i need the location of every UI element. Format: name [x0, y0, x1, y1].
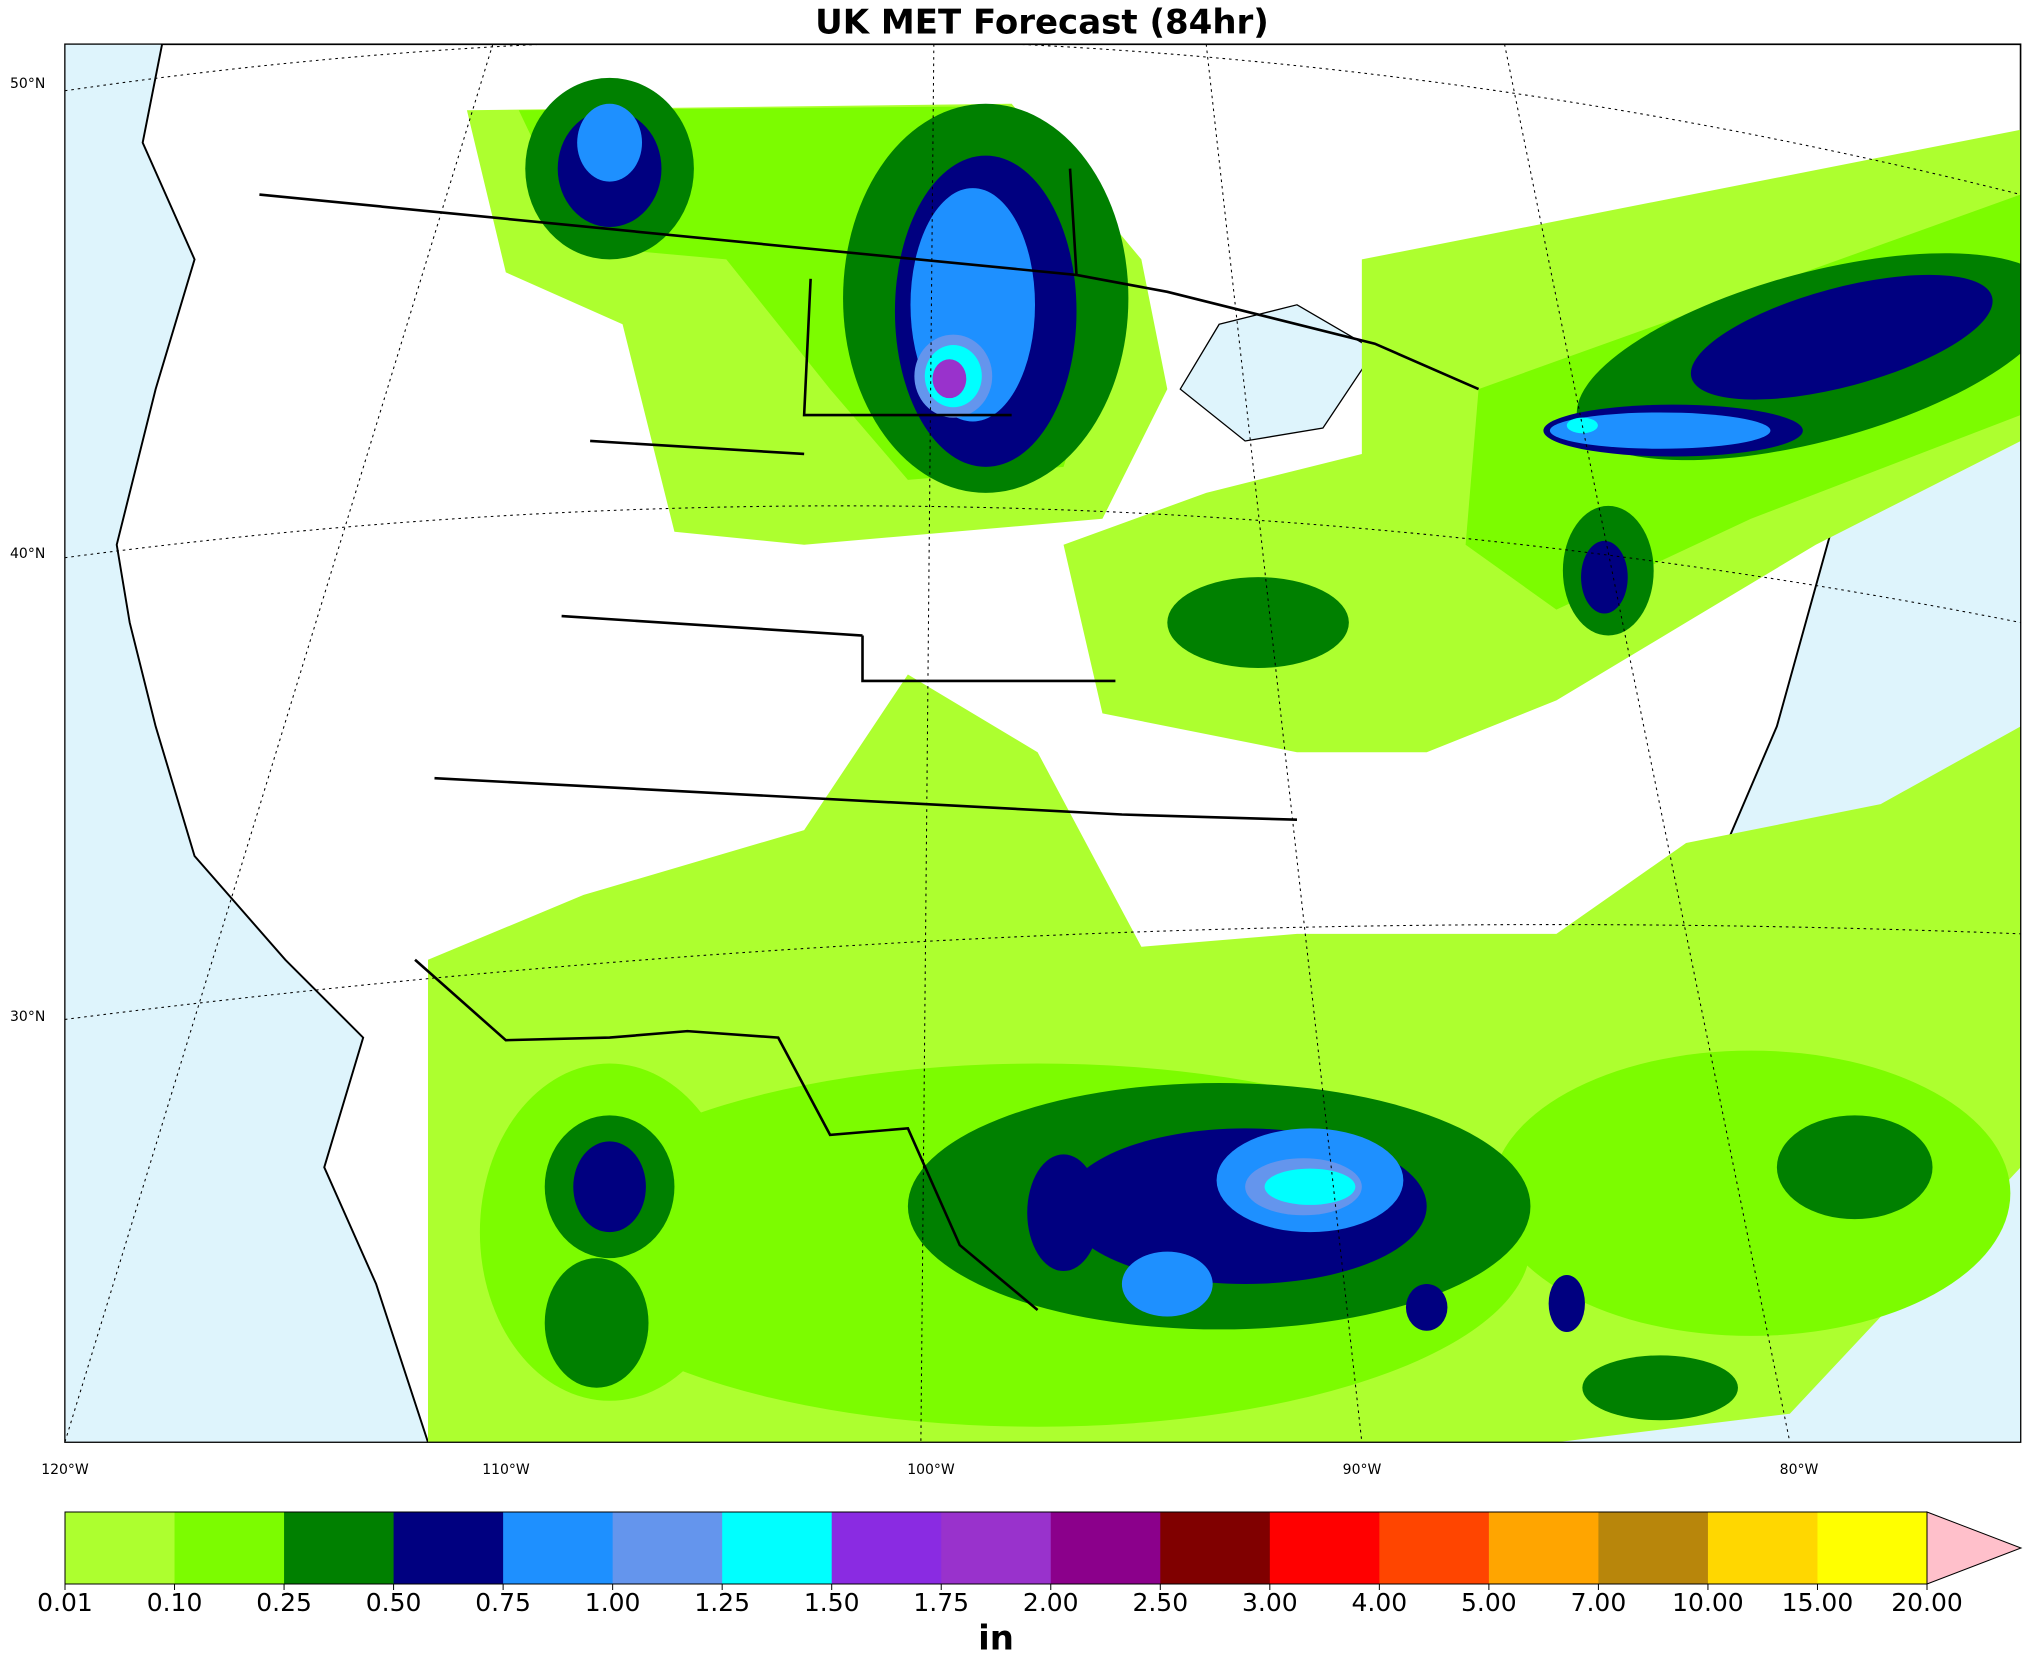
colorbar-segment — [65, 1512, 176, 1584]
graticule-labels: 50°N 40°N 30°N 120°W 110°W 100°W 90°W 80°W — [10, 76, 1818, 1478]
precip-region — [932, 359, 967, 399]
precip-region — [1121, 1251, 1213, 1317]
colorbar-segment — [174, 1512, 285, 1584]
colorbar-tick-label: 1.00 — [585, 1588, 641, 1617]
colorbar-segment — [503, 1512, 614, 1584]
precip-region — [1581, 540, 1628, 614]
colorbar-segment — [612, 1512, 723, 1584]
colorbar-segment — [284, 1512, 395, 1584]
colorbar-tick-label: 7.00 — [1571, 1588, 1627, 1617]
colorbar-segment — [1598, 1512, 1709, 1584]
colorbar-segment — [1160, 1512, 1271, 1584]
colorbar-segment — [1488, 1512, 1599, 1584]
colorbar-segment — [831, 1512, 942, 1584]
lat-label: 30°N — [10, 1009, 45, 1025]
lon-label: 110°W — [482, 1462, 530, 1478]
precip-region — [1549, 412, 1771, 449]
colorbar-tick-label: 2.50 — [1132, 1588, 1188, 1617]
colorbar-tick-label: 1.50 — [804, 1588, 860, 1617]
precip-region — [1582, 1355, 1738, 1421]
lon-label: 90°W — [1343, 1462, 1382, 1478]
lon-label: 80°W — [1780, 1462, 1819, 1478]
colorbar-tick-label: 1.25 — [694, 1588, 750, 1617]
colorbar-frame — [64, 1511, 1928, 1585]
colorbar-tick-label: 4.00 — [1352, 1588, 1408, 1617]
colorbar-segment — [393, 1512, 504, 1584]
colorbar-tick-label: 2.00 — [1023, 1588, 1079, 1617]
colorbar-tick-label: 0.75 — [475, 1588, 531, 1617]
colorbar-tick-label: 0.50 — [366, 1588, 422, 1617]
colorbar-segment — [1379, 1512, 1490, 1584]
borders — [259, 168, 1480, 1311]
map-title: UK MET Forecast (84hr) — [815, 3, 1269, 43]
colorbar-tick-label: 0.10 — [147, 1588, 203, 1617]
precip-region — [1027, 1154, 1100, 1272]
lon-label: 120°W — [41, 1462, 89, 1478]
precip-region — [1167, 577, 1349, 668]
lon-label: 100°W — [907, 1462, 955, 1478]
colorbar-tick-label: 10.00 — [1672, 1588, 1744, 1617]
colorbar-tick-label: 1.75 — [913, 1588, 969, 1617]
colorbar-segment — [722, 1512, 833, 1584]
colorbar-tick-label: 0.25 — [256, 1588, 312, 1617]
colorbar-extension — [1926, 1511, 2023, 1585]
colorbar-label: in — [978, 1619, 1014, 1659]
map-frame — [64, 43, 2022, 1443]
colorbar-segment — [1707, 1512, 1818, 1584]
colorbar: 0.01 0.10 0.25 0.50 0.75 1.00 1.25 1.50 1.75 2.00… — [37, 1511, 2023, 1659]
colorbar-tick-label: 3.00 — [1242, 1588, 1298, 1617]
colorbar-segment — [1050, 1512, 1161, 1584]
precip-region — [1776, 1115, 1933, 1220]
precip-region — [577, 103, 643, 182]
colorbar-tick-label: 20.00 — [1891, 1588, 1963, 1617]
precip-region — [1548, 1274, 1585, 1333]
precip-region — [1264, 1168, 1356, 1205]
precip-region — [1690, 274, 1993, 400]
colorbar-tick-label: 5.00 — [1461, 1588, 1517, 1617]
precip-region — [573, 1141, 646, 1233]
colorbar-segment — [941, 1512, 1052, 1584]
colorbar-segment — [1817, 1512, 1928, 1584]
colorbar-tick-label: 0.01 — [37, 1588, 93, 1617]
colorbar-tick-label: 15.00 — [1782, 1588, 1854, 1617]
great-lakes — [1179, 304, 1376, 442]
colorbar-segment — [1269, 1512, 1380, 1584]
precip-region — [1405, 1284, 1448, 1331]
map — [64, 43, 2022, 1443]
lat-label: 50°N — [10, 76, 45, 92]
lat-label: 40°N — [10, 546, 45, 562]
precip-region — [544, 1258, 649, 1388]
